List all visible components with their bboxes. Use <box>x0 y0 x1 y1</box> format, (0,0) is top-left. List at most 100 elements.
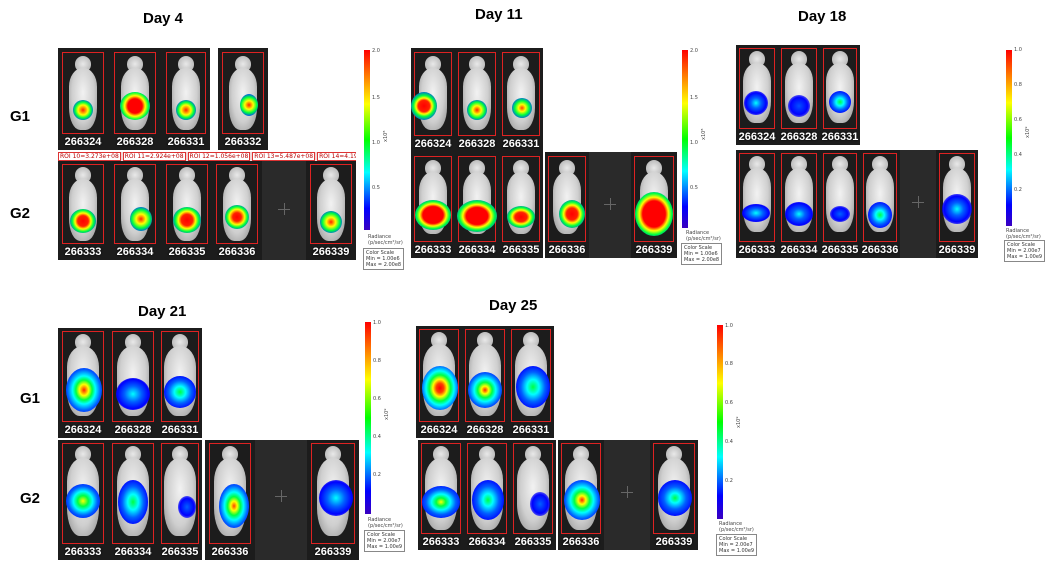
mouse-id: 266333 <box>64 546 102 558</box>
mouse-image: 266331 <box>158 328 202 438</box>
colorbar-exponent: x10⁸ <box>383 130 389 142</box>
mouse-id: 266331 <box>161 424 199 436</box>
scale-line: Color Scale <box>367 532 396 538</box>
mouse-id: 266328 <box>458 138 496 150</box>
scale-line: Min = 2.00e7 <box>719 542 753 548</box>
mouse-id: 266328 <box>780 131 818 143</box>
mouse-id: 266333 <box>64 246 102 258</box>
day-4-g1-strip-b: 266332 <box>218 48 268 150</box>
g1-label-top: G1 <box>10 108 31 125</box>
mouse-image: 266336 <box>558 440 604 550</box>
bioluminescence-signal <box>66 484 100 518</box>
bioluminescence-signal <box>468 372 502 408</box>
colorbar-exponent: x10⁹ <box>736 416 742 428</box>
mouse-image: 266333 <box>58 161 108 260</box>
mouse-id: 266334 <box>468 536 506 548</box>
colorbar-tick: 0.4 <box>1014 152 1022 158</box>
mouse-id: 266332 <box>224 136 262 148</box>
colorbar-exponent: x10⁹ <box>1025 126 1031 138</box>
colorbar-tick: 0.8 <box>373 358 381 364</box>
bioluminescence-signal <box>785 202 813 226</box>
day-11-g1-strip: 266324 266328 266331 <box>411 48 543 152</box>
colorbar-tick: 0.4 <box>725 439 733 445</box>
mouse-image: 266333 <box>418 440 464 550</box>
mouse-id: 266339 <box>312 246 350 258</box>
colorbar-tick: 0.2 <box>1014 187 1022 193</box>
unit-line: (p/sec/cm²/sr) <box>719 527 754 533</box>
colorbar-tick: 0.8 <box>1014 82 1022 88</box>
mouse-image: 266324 <box>411 48 455 152</box>
mouse-image: 266334 <box>108 440 158 560</box>
colorbar-unit: Radiance (p/sec/cm²/sr) <box>368 234 403 246</box>
bioluminescence-signal <box>219 484 249 528</box>
mouse-image: 266324 <box>416 326 462 438</box>
bioluminescence-signal <box>73 100 93 120</box>
mouse-id: 266335 <box>514 536 552 548</box>
bioluminescence-signal <box>173 207 201 233</box>
colorbar-tick: 0.2 <box>373 472 381 478</box>
colorbar-tick: 0.6 <box>725 400 733 406</box>
bioluminescence-signal <box>742 204 770 222</box>
day-18-g1-strip: 266324 266328 266331 <box>736 45 860 145</box>
mouse-image: 266333 <box>58 440 108 560</box>
mouse-image: 266334 <box>778 150 820 258</box>
bioluminescence-signal <box>120 92 150 120</box>
mouse-id: 266335 <box>168 246 206 258</box>
color-scale-box: Color Scale Min = 1.00e6 Max = 2.00e8 <box>363 248 405 270</box>
empty-slot <box>604 440 650 550</box>
mouse-id: 266339 <box>314 546 352 558</box>
mouse-image: 266339 <box>306 161 356 260</box>
mouse-image: 266324 <box>58 328 108 438</box>
bioluminescence-signal <box>116 378 150 410</box>
scale-line: Color Scale <box>1007 242 1036 248</box>
bioluminescence-signal <box>635 192 673 236</box>
mouse-id: 266324 <box>414 138 452 150</box>
bioluminescence-signal <box>70 209 96 233</box>
mouse-id: 266328 <box>116 136 154 148</box>
mouse-id: 266324 <box>420 424 458 436</box>
mouse-image: 266331 <box>820 45 860 145</box>
mouse-id: 266339 <box>635 244 673 256</box>
scale-line: Min = 2.00e7 <box>367 538 401 544</box>
bioluminescence-signal <box>240 94 258 116</box>
unit-line: Radiance <box>1006 228 1030 234</box>
bioluminescence-signal <box>564 480 600 520</box>
day-21-g1-strip: 266324 266328 266331 <box>58 328 202 438</box>
bioluminescence-signal <box>507 206 535 228</box>
day-21-g2-strip: 266333 266334 266335 <box>58 440 202 560</box>
scale-line: Color Scale <box>684 245 713 251</box>
roi-label: ROI 13=5.487e+08 <box>252 152 316 161</box>
bioluminescence-signal <box>530 492 550 516</box>
colorbar-tick: 0.6 <box>1014 117 1022 123</box>
bioluminescence-signal <box>942 194 972 224</box>
color-scale-bar <box>717 325 723 519</box>
mouse-id: 266328 <box>114 424 152 436</box>
mouse-image: 266333 <box>736 150 778 258</box>
colorbar-tick: 0.8 <box>725 361 733 367</box>
mouse-image: 266336 <box>205 440 255 560</box>
unit-line: Radiance <box>368 234 392 240</box>
bioluminescence-signal <box>130 207 152 231</box>
colorbar-tick: 0.6 <box>373 396 381 402</box>
mouse-id: 266331 <box>167 136 205 148</box>
bioluminescence-signal <box>830 206 850 222</box>
mouse-image: 266339 <box>307 440 359 560</box>
bioluminescence-signal <box>512 98 532 118</box>
bioluminescence-signal <box>472 480 504 520</box>
bioluminescence-signal <box>178 496 196 518</box>
roi-measurement-bar: ROI 10=3.273e+08 ROI 11=2.924e+08 ROI 12… <box>58 152 356 161</box>
unit-line: (p/sec/cm²/sr) <box>686 236 721 242</box>
bioluminescence-signal <box>868 202 892 228</box>
day-4-g1-strip: 266324 266328 266331 <box>58 48 210 150</box>
color-scale-bar <box>682 50 688 228</box>
empty-slot <box>589 152 631 258</box>
bioluminescence-signal <box>422 486 460 518</box>
bioluminescence-signal <box>744 91 768 115</box>
mouse-image: 266333 <box>411 152 455 258</box>
mouse-id: 266336 <box>562 536 600 548</box>
mouse-id: 266331 <box>512 424 550 436</box>
mouse-id: 266324 <box>738 131 776 143</box>
mouse-image: 266328 <box>455 48 499 152</box>
color-scale-box: Color Scale Min = 2.00e7 Max = 1.00e9 <box>1004 240 1046 262</box>
unit-line: (p/sec/cm²/sr) <box>368 523 403 529</box>
